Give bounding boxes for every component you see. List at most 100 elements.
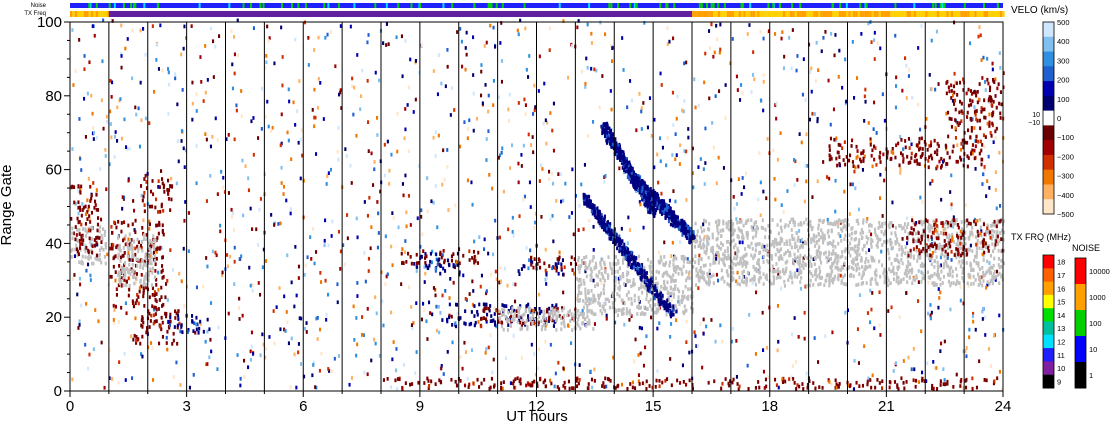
data-cell — [154, 269, 157, 273]
data-cell — [981, 283, 984, 288]
data-cell — [883, 230, 886, 234]
data-cell — [590, 31, 593, 36]
data-cell — [775, 101, 778, 106]
data-cell — [155, 223, 158, 228]
data-cell — [170, 197, 173, 202]
data-cell — [904, 245, 907, 250]
data-cell — [571, 328, 574, 332]
data-cell — [582, 312, 585, 316]
data-cell — [915, 274, 918, 278]
data-cell — [795, 387, 798, 391]
tx-strip-mark — [824, 11, 828, 17]
data-cell — [737, 177, 740, 181]
data-cell — [626, 264, 629, 268]
data-cell — [483, 247, 486, 251]
data-cell — [123, 220, 126, 225]
data-cell — [518, 379, 521, 384]
data-cell — [139, 280, 142, 284]
data-cell — [160, 204, 163, 209]
data-cell — [94, 256, 97, 261]
noise-strip-mark — [740, 3, 743, 8]
data-cell — [434, 130, 437, 134]
data-cell — [933, 265, 936, 269]
data-cell — [631, 380, 634, 385]
data-cell — [896, 253, 899, 258]
noise-strip-mark — [558, 3, 561, 8]
data-cell — [239, 383, 242, 388]
data-cell — [405, 260, 408, 264]
data-cell — [162, 209, 165, 213]
data-cell — [531, 321, 534, 325]
data-cell — [998, 369, 1001, 374]
data-cell — [132, 304, 135, 309]
data-cell — [318, 368, 321, 373]
data-cell — [993, 230, 996, 234]
data-cell — [757, 380, 760, 384]
data-cell — [157, 179, 160, 183]
data-cell — [440, 366, 443, 371]
data-cell — [770, 281, 773, 286]
data-cell — [590, 297, 593, 302]
data-cell — [199, 322, 202, 326]
data-cell — [102, 18, 105, 23]
data-cell — [409, 57, 412, 62]
data-cell — [586, 386, 589, 390]
data-cell — [570, 341, 573, 345]
data-cell — [930, 237, 933, 241]
data-cell — [996, 221, 999, 226]
data-cell — [111, 19, 114, 23]
data-cell — [86, 198, 89, 203]
data-cell — [609, 379, 612, 383]
data-cell — [381, 299, 384, 304]
data-cell — [829, 257, 832, 261]
data-cell — [874, 272, 877, 277]
data-cell — [290, 157, 293, 162]
tx-strip-mark — [934, 11, 937, 17]
data-cell — [614, 284, 617, 288]
data-cell — [703, 228, 706, 233]
data-cell — [280, 25, 283, 30]
data-cell — [366, 79, 369, 83]
data-cell — [688, 270, 691, 275]
data-cell — [533, 83, 536, 88]
data-cell — [780, 286, 783, 291]
data-cell — [787, 278, 790, 282]
data-cell — [820, 228, 823, 233]
data-cell — [814, 271, 817, 275]
data-cell — [815, 268, 818, 272]
data-cell — [145, 237, 148, 242]
data-cell — [168, 82, 171, 87]
data-cell — [668, 292, 671, 296]
data-cell — [887, 283, 890, 288]
data-cell — [98, 253, 101, 257]
data-cell — [793, 316, 796, 320]
data-cell — [758, 251, 761, 255]
data-cell — [590, 309, 593, 313]
data-cell — [376, 200, 379, 204]
tx-strip-mark — [696, 11, 700, 17]
data-cell — [933, 281, 936, 285]
data-cell — [871, 239, 874, 243]
data-cell — [826, 259, 829, 264]
data-cell — [912, 378, 915, 383]
data-cell — [708, 272, 711, 277]
data-cell — [726, 257, 729, 261]
data-cell — [811, 274, 814, 278]
data-cell — [507, 318, 510, 322]
tx-strip-mark — [789, 11, 793, 17]
data-cell — [903, 271, 906, 276]
data-cell — [377, 231, 380, 235]
data-cell — [552, 309, 555, 313]
data-cell — [780, 36, 783, 41]
data-cell — [589, 301, 592, 305]
data-cell — [219, 223, 222, 228]
data-cell — [132, 199, 135, 203]
data-cell — [202, 284, 205, 289]
data-cell — [137, 249, 140, 253]
data-cell — [510, 306, 513, 310]
data-cell — [983, 167, 986, 172]
data-cell — [977, 34, 980, 39]
data-cell — [549, 342, 552, 347]
data-cell — [250, 119, 253, 124]
data-cell — [320, 280, 323, 284]
